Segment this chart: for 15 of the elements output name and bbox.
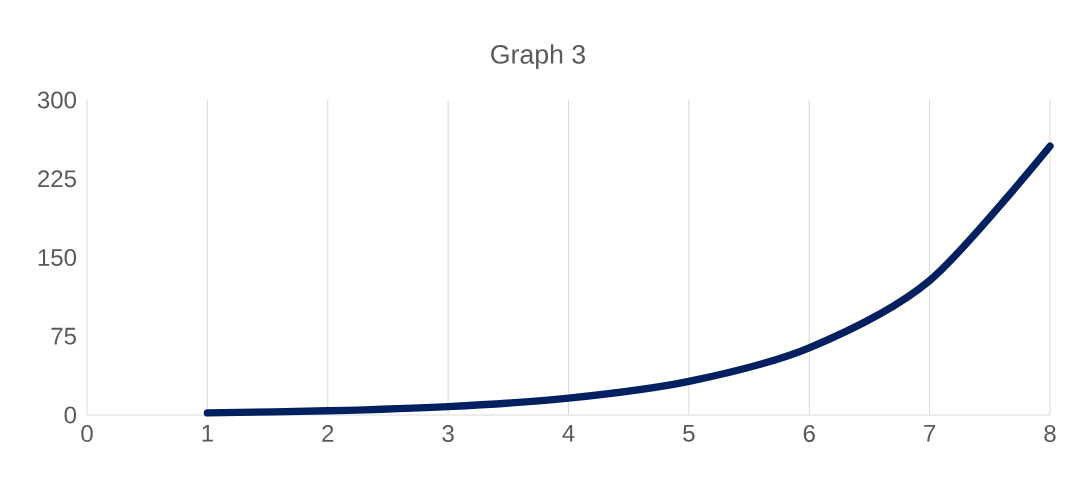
x-tick-label: 0 bbox=[81, 425, 93, 443]
y-tick-label: 150 bbox=[38, 248, 77, 266]
y-tick-label: 300 bbox=[37, 91, 77, 109]
x-tick-label: 3 bbox=[442, 425, 454, 443]
y-tick-label: 225 bbox=[38, 170, 76, 188]
y-tick-label: 0 bbox=[64, 406, 77, 424]
x-tick-label: 7 bbox=[924, 425, 936, 442]
y-tick-label: 75 bbox=[51, 327, 76, 345]
x-tick-label: 1 bbox=[202, 425, 213, 442]
x-tick-label: 6 bbox=[803, 425, 815, 443]
x-tick-label: 2 bbox=[322, 425, 334, 442]
x-tick-label: 4 bbox=[562, 425, 575, 442]
chart-title: Graph 3 bbox=[491, 44, 585, 70]
x-tick-label: 5 bbox=[683, 425, 695, 442]
x-tick-label: 8 bbox=[1044, 425, 1056, 443]
